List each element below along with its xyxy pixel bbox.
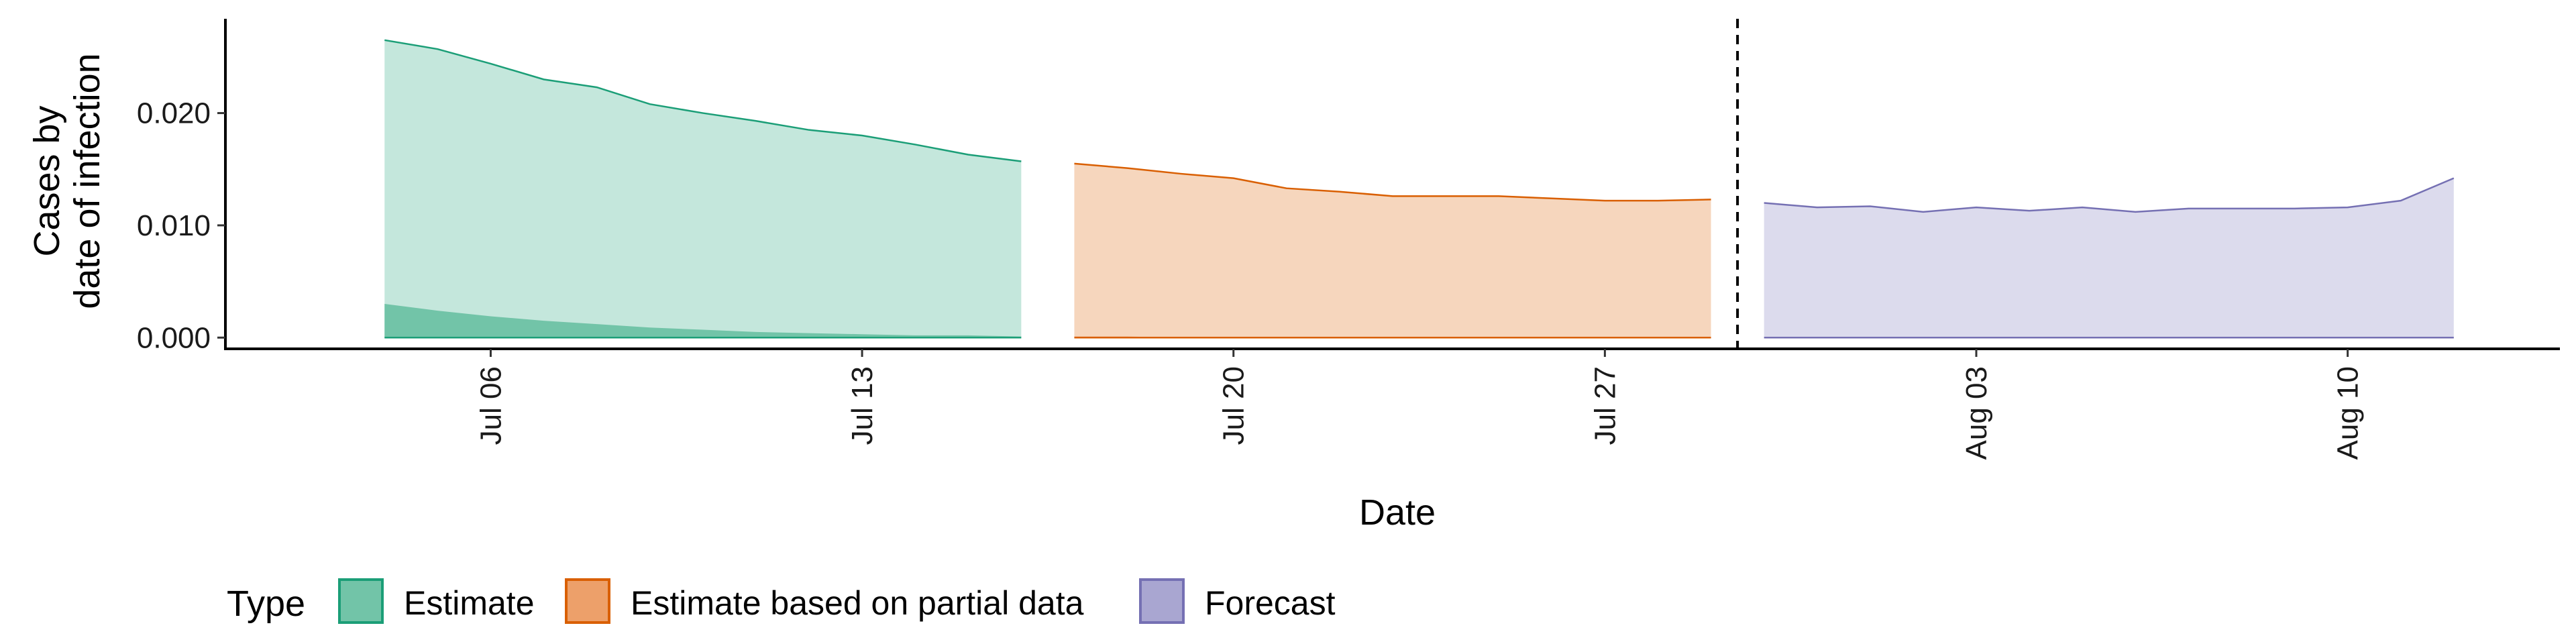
x-tick-label: Aug 03 bbox=[1960, 366, 1993, 460]
x-ticks: Jul 06 Jul 13 Jul 20 Jul 27 Aug 03 Aug 10 bbox=[474, 349, 2365, 460]
y-tick-label: 0.020 bbox=[137, 97, 211, 130]
legend-label-3: Forecast bbox=[1205, 584, 1336, 622]
legend-label-1: Estimate bbox=[404, 584, 535, 622]
y-tick-label: 0.010 bbox=[137, 209, 211, 242]
series-line-3 bbox=[1764, 177, 2455, 213]
legend-title: Type bbox=[227, 584, 305, 624]
x-tick-label: Jul 27 bbox=[1589, 366, 1621, 445]
x-tick-label: Jul 13 bbox=[846, 366, 879, 445]
axes bbox=[224, 19, 2560, 350]
y-tick-label: 0.000 bbox=[137, 321, 211, 354]
area-outer-series-1 bbox=[384, 40, 1022, 338]
y-ticks: 0.000 0.010 0.020 bbox=[137, 97, 225, 354]
x-tick-label: Jul 20 bbox=[1218, 366, 1250, 445]
legend-key-1 bbox=[338, 578, 384, 624]
x-tick-label: Jul 06 bbox=[474, 366, 507, 445]
series-line-1 bbox=[384, 39, 1022, 162]
x-tick-label: Aug 10 bbox=[2332, 366, 2365, 460]
x-axis-title: Date bbox=[1359, 492, 1436, 533]
legend-label-2: Estimate based on partial data bbox=[631, 584, 1084, 622]
plot-areas bbox=[384, 39, 2455, 339]
y-axis-title-line-1: Cases by bbox=[27, 105, 67, 256]
y-axis-title-line-2: date of infection bbox=[67, 53, 107, 309]
area-outer-series-2 bbox=[1074, 163, 1711, 338]
legend: Type Estimate Estimate based on partial d… bbox=[227, 578, 1336, 624]
legend-key-2 bbox=[565, 578, 610, 624]
series-line-2 bbox=[1074, 162, 1711, 202]
area-inner-series-1 bbox=[384, 304, 1022, 338]
legend-key-3 bbox=[1139, 578, 1185, 624]
area-outer-series-3 bbox=[1764, 178, 2454, 338]
